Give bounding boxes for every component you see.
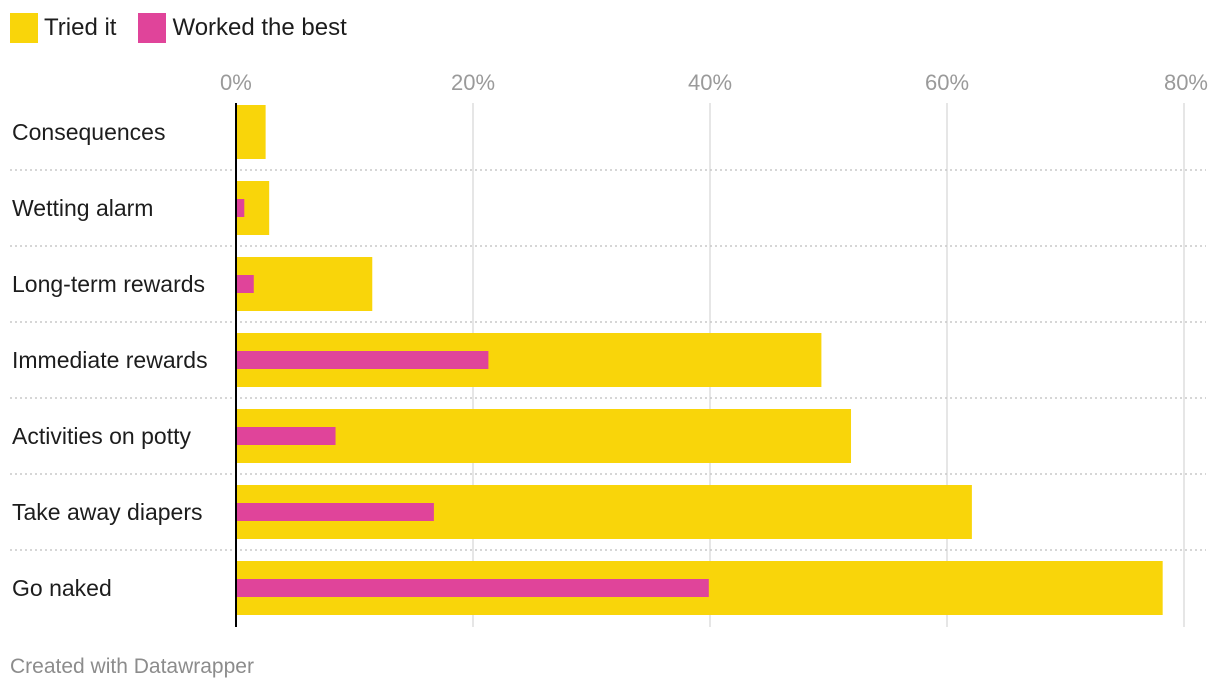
- bar-tried-it: [236, 105, 266, 159]
- category-label: Immediate rewards: [12, 347, 208, 373]
- x-tick-label: 20%: [451, 70, 495, 95]
- legend-item-worked: Worked the best: [138, 13, 347, 43]
- category-label: Activities on potty: [12, 423, 191, 449]
- category-label: Go naked: [12, 575, 112, 601]
- bar-worked-best: [236, 199, 245, 217]
- bar-worked-best: [236, 503, 434, 521]
- x-tick-label: 60%: [925, 70, 969, 95]
- bar-worked-best: [236, 427, 336, 445]
- legend-item-tried: Tried it: [10, 13, 116, 43]
- x-tick-label: 0%: [220, 70, 252, 95]
- legend-label-tried: Tried it: [44, 14, 117, 41]
- legend-swatch-worked: [138, 13, 167, 43]
- legend-swatch-tried: [10, 13, 38, 43]
- bar-tried-it: [236, 409, 852, 463]
- bar-worked-best: [236, 275, 254, 293]
- category-label: Wetting alarm: [12, 195, 153, 221]
- category-label: Take away diapers: [12, 499, 203, 525]
- x-tick-label: 80%: [1164, 70, 1208, 95]
- x-tick-label: 40%: [688, 70, 732, 95]
- footer-credit: Created with Datawrapper: [10, 655, 254, 678]
- bar-tried-it: [236, 257, 373, 311]
- category-label: Long-term rewards: [12, 271, 205, 297]
- category-label: Consequences: [12, 119, 165, 145]
- bar-worked-best: [236, 579, 709, 597]
- chart-legend: Tried it Worked the best: [10, 12, 347, 44]
- bar-chart: 0% 20% 40% 60% 80% Consequences Wetting alarm L…: [10, 70, 1208, 627]
- legend-label-worked: Worked the best: [172, 14, 347, 41]
- bar-worked-best: [236, 351, 489, 369]
